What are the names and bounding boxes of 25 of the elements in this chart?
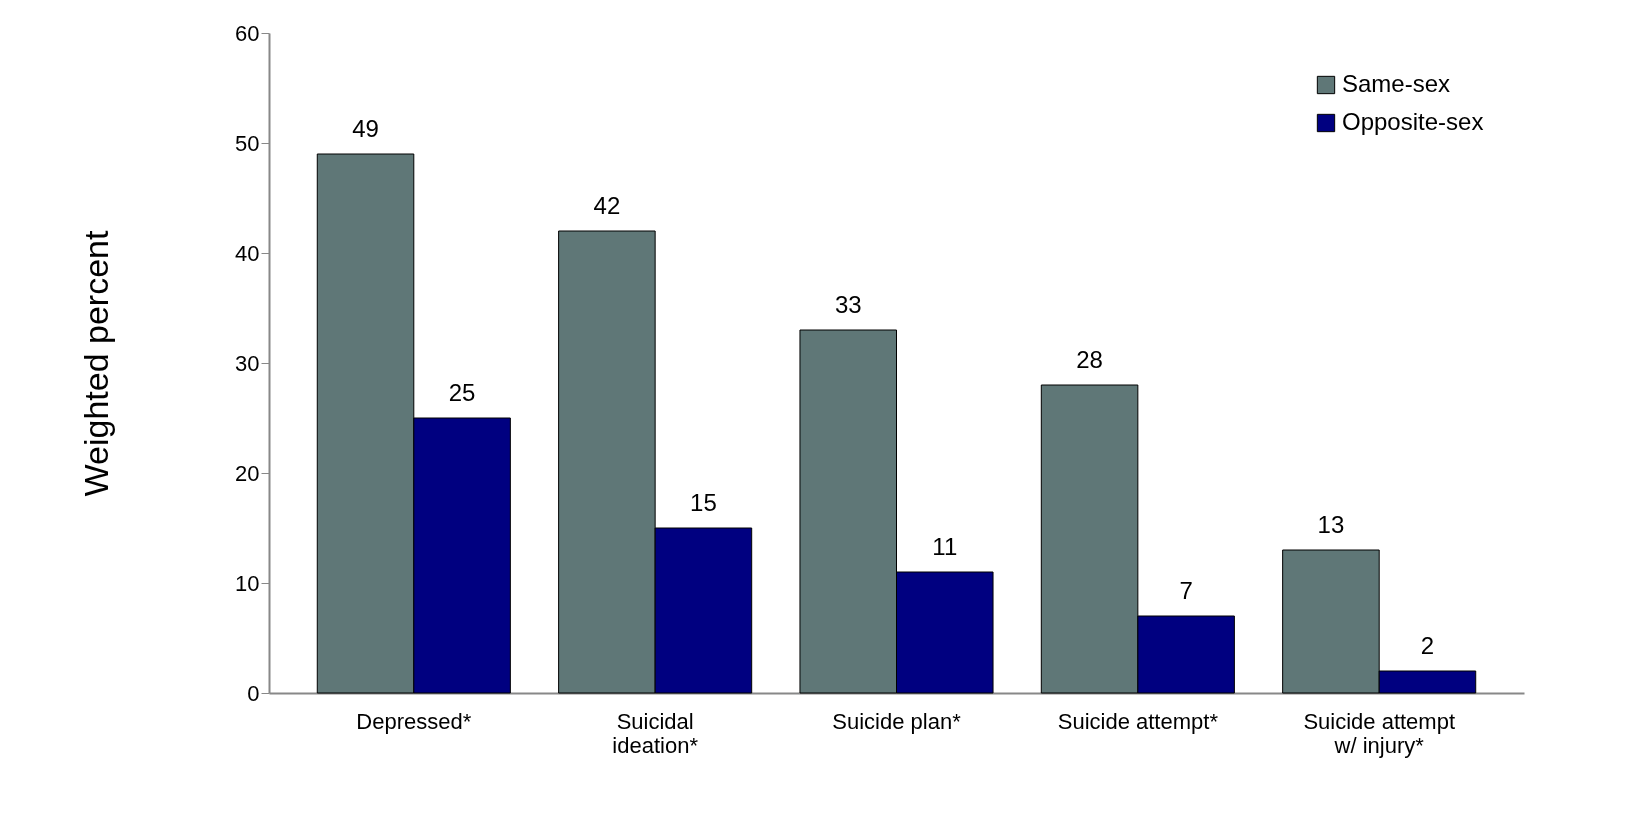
data-label: 49 (352, 115, 379, 142)
data-label: 7 (1179, 577, 1193, 604)
legend-label: Opposite-sex (1342, 108, 1484, 135)
data-label: 28 (1076, 346, 1103, 373)
x-tick-label: Suicide plan* (832, 708, 962, 734)
data-label: 2 (1420, 632, 1435, 659)
y-axis-title: Weighted percent (77, 230, 116, 497)
y-tick-label: 20 (235, 460, 260, 486)
x-tick-label: Depressed* (356, 708, 472, 734)
x-tick-label: Suicide attempt* (1057, 708, 1219, 734)
data-label: 25 (448, 379, 476, 406)
data-label: 33 (834, 291, 862, 318)
data-label: 13 (1317, 511, 1345, 538)
data-label: 11 (932, 533, 958, 560)
y-tick-label: 40 (235, 240, 260, 266)
data-label: 15 (690, 489, 717, 516)
data-label: 42 (593, 192, 621, 219)
y-tick-label: 30 (235, 350, 260, 376)
legend-label: Same-sex (1342, 70, 1451, 97)
x-tick-label: Suicide attempt w/ injury* (1303, 708, 1456, 758)
y-tick-label: 0 (247, 680, 260, 706)
y-tick-label: 50 (235, 130, 260, 156)
x-tick-label: Suicidal ideation* (612, 708, 699, 758)
y-tick-label: 10 (235, 570, 260, 596)
y-tick-label: 60 (235, 20, 260, 46)
